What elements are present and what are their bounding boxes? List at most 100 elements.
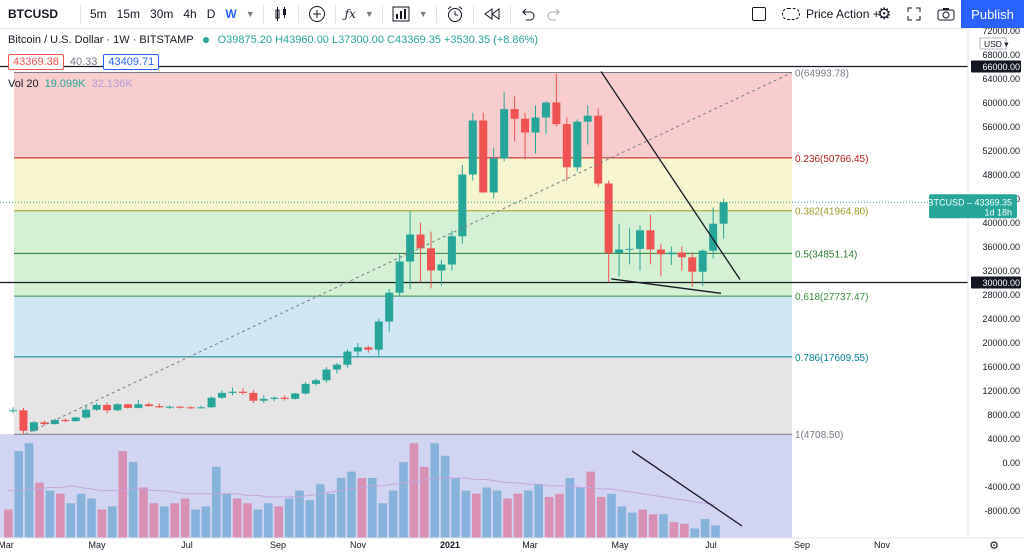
symbol-search-button[interactable]: BTCUSD — [8, 7, 58, 21]
compare-add-icon[interactable] — [303, 0, 331, 28]
toolbar-divider — [297, 5, 299, 23]
price-tick-label: 28000.00 — [982, 290, 1020, 300]
volume-bar — [97, 509, 107, 538]
toolbar-divider — [435, 5, 437, 23]
interval-5m-button[interactable]: 5m — [90, 7, 107, 21]
candle-body — [61, 419, 70, 422]
candle-body — [249, 392, 258, 401]
volume-bar — [503, 498, 512, 538]
chevron-down-icon[interactable]: ▼ — [418, 9, 428, 19]
candle-body — [238, 391, 247, 393]
interval-d-button[interactable]: D — [206, 7, 216, 21]
candle-body — [562, 124, 571, 168]
fib-band — [14, 157, 792, 211]
volume-bar — [357, 477, 367, 538]
fullscreen-icon[interactable] — [902, 0, 926, 28]
volume-ma-value: 32.136K — [91, 78, 133, 90]
hline-price-badge — [971, 276, 1021, 289]
hline-price-badge — [971, 60, 1021, 73]
toolbar-divider — [262, 5, 264, 23]
volume-bar — [170, 503, 179, 538]
candle-body — [9, 410, 17, 412]
volume-bar — [139, 487, 148, 538]
volume-title: Vol 20 — [8, 78, 39, 90]
candle-body — [165, 406, 174, 408]
toolbar-divider — [80, 5, 81, 23]
templates-icon[interactable] — [387, 0, 415, 28]
volume-bar — [711, 525, 720, 538]
candle-body — [521, 118, 530, 133]
volume-value: 19.099K — [44, 78, 86, 90]
volume-bar — [149, 503, 159, 538]
volume-bar — [638, 509, 647, 538]
ask-price-badge[interactable]: 43409.71 — [103, 54, 160, 70]
volume-bar — [409, 443, 419, 538]
candle-body — [29, 422, 38, 431]
interval-w-button[interactable]: W — [225, 7, 237, 21]
price-tick-label: 72000.00 — [982, 28, 1020, 36]
volume-bar — [232, 498, 242, 538]
price-tick-label: -8000.00 — [984, 506, 1020, 516]
candle-body — [218, 392, 226, 398]
replay-icon[interactable] — [478, 0, 506, 28]
volume-ma-line — [8, 477, 716, 506]
symbol-legend-title: Bitcoin / U.S. Dollar · 1W · BITSTAMP — [8, 34, 194, 46]
visibility-dot-icon[interactable] — [202, 37, 209, 43]
candle-body — [385, 292, 394, 322]
candle-body — [719, 202, 728, 224]
candle-body — [71, 417, 80, 422]
price-tick-label: 12000.00 — [982, 386, 1020, 396]
alert-clock-icon[interactable] — [441, 0, 469, 28]
candle-body — [395, 261, 404, 293]
volume-bar — [700, 519, 710, 538]
time-tick-label: Mar — [0, 540, 14, 550]
candle-body — [667, 252, 676, 255]
volume-bar — [440, 455, 450, 538]
candles-icon[interactable] — [268, 0, 294, 28]
spread-value: 40.33 — [69, 56, 98, 68]
volume-bar — [35, 482, 44, 538]
redo-icon[interactable] — [541, 0, 567, 28]
bid-price-badge[interactable]: 43369.38 — [8, 54, 64, 70]
hline-price-label: 66000.00 — [982, 62, 1020, 72]
undo-icon[interactable] — [515, 0, 541, 28]
price-tick-label: 20000.00 — [982, 338, 1020, 348]
candle-body — [280, 397, 289, 399]
volume-bar — [4, 509, 13, 538]
chevron-down-icon[interactable]: ▼ — [364, 9, 374, 19]
interval-4h-button[interactable]: 4h — [183, 7, 197, 21]
volume-bar — [607, 493, 616, 538]
candle-body — [312, 380, 321, 384]
volume-bar — [534, 484, 543, 538]
indicators-fx-icon[interactable]: ƒx — [344, 7, 356, 21]
volume-bar — [617, 506, 627, 538]
candle-body — [541, 102, 550, 118]
volume-bar — [388, 490, 398, 538]
axis-settings-gear-icon[interactable]: ⚙ — [989, 539, 999, 552]
layout-checkbox-icon[interactable] — [752, 7, 766, 21]
volume-bar — [243, 503, 252, 538]
camera-snapshot-icon[interactable] — [932, 0, 960, 28]
time-tick-label: May — [611, 540, 629, 550]
settings-gear-icon[interactable]: ⚙ — [877, 6, 892, 23]
volume-bar — [253, 509, 263, 538]
candle-body — [103, 404, 112, 411]
time-tick-label: Nov — [874, 540, 891, 550]
interval-15m-button[interactable]: 15m — [116, 7, 141, 21]
price-chart[interactable]: 0(64993.78) 0.236(50766.45) 0.382(41964.80… — [0, 28, 1024, 552]
price-tick-label: 60000.00 — [982, 98, 1020, 108]
volume-bar — [180, 498, 190, 538]
chevron-down-icon[interactable]: ▼ — [245, 9, 255, 19]
layout-selector[interactable]: Price Action +... — [752, 0, 890, 28]
price-tick-label: 40000.00 — [982, 218, 1020, 228]
candle-body — [583, 115, 592, 122]
trend-drawings — [0, 71, 968, 527]
fib-band — [14, 296, 792, 357]
candle-body — [19, 410, 28, 431]
interval-30m-button[interactable]: 30m — [150, 7, 174, 21]
candle-body — [656, 249, 665, 255]
publish-button[interactable]: Publish — [961, 0, 1024, 28]
volume-bar — [264, 503, 273, 538]
candle-body — [646, 230, 655, 250]
ohlc-values: O39875.20 H43960.00 L37300.00 C43369.35 … — [217, 34, 539, 46]
